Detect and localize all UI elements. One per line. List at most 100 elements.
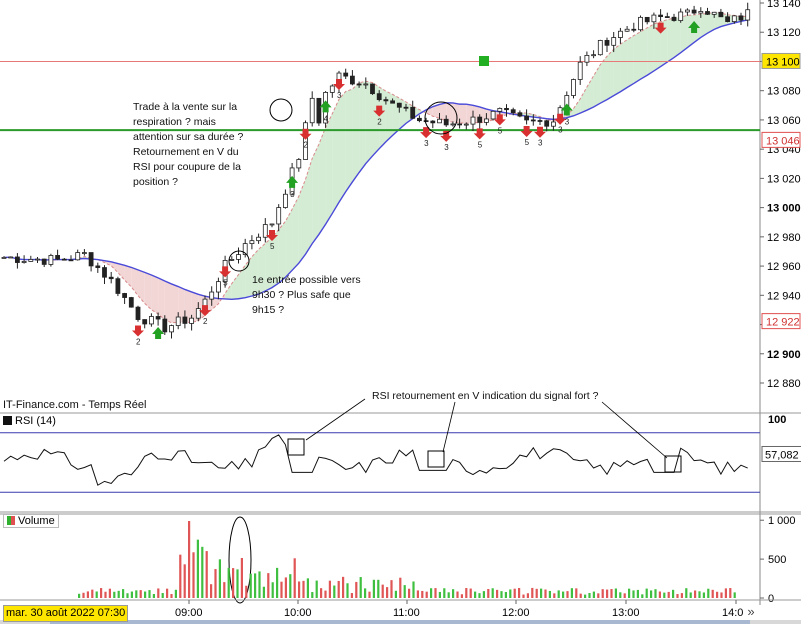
signal-count: 2 <box>203 317 208 326</box>
volume-bar <box>293 558 296 598</box>
cloud-segment <box>265 237 272 291</box>
volume-bar <box>592 591 595 598</box>
rsi-line <box>3 434 748 486</box>
leader-line <box>305 398 366 441</box>
annotation-line: 1e entrée possible vers <box>252 274 361 286</box>
candle-body <box>450 123 456 126</box>
candle-body <box>28 259 34 262</box>
candle-body <box>303 122 308 160</box>
candle-body <box>618 30 623 38</box>
candle-body <box>504 108 509 111</box>
volume-bar <box>377 579 380 598</box>
candle-body <box>530 119 536 122</box>
scroll-right-button[interactable]: » <box>747 604 755 619</box>
candle-body <box>463 123 469 126</box>
signal-count: 4 <box>324 114 329 123</box>
volume-bar <box>628 588 631 598</box>
price-tick-label: 12 980 <box>767 232 801 244</box>
volume-bar <box>641 594 644 598</box>
volume-bar <box>632 590 635 598</box>
volume-bar <box>610 589 613 598</box>
candle-body <box>249 240 255 245</box>
time-tick-label: 09:00 <box>175 607 203 619</box>
cloud-segment <box>164 281 172 323</box>
annotation-line: Trade à la vente sur la <box>133 101 238 113</box>
volume-bar <box>685 588 688 598</box>
volume-bar <box>122 589 125 598</box>
cloud-segment <box>352 82 360 182</box>
candle-body <box>122 293 127 298</box>
time-tick-label: 14:0 <box>722 607 743 619</box>
cloud-segment <box>365 81 373 164</box>
candle-body <box>309 97 315 124</box>
cloud-segment <box>613 44 621 96</box>
volume-bar <box>95 591 98 598</box>
volume-bar <box>236 569 239 598</box>
arrow-down-icon <box>199 305 211 317</box>
leader-line <box>442 401 456 453</box>
candle-body <box>403 106 409 109</box>
rsi-v-box <box>287 438 305 456</box>
candle-body <box>363 83 369 86</box>
price-marker: 13 046 <box>761 131 801 148</box>
arrow-up-icon <box>152 327 165 340</box>
volume-bar <box>579 593 582 598</box>
volume-bar <box>78 593 81 598</box>
volume-bar <box>425 591 428 598</box>
volume-bar <box>711 589 714 598</box>
cloud-segment <box>184 289 192 323</box>
volume-bar <box>372 579 375 598</box>
volume-header[interactable]: Volume <box>3 514 59 528</box>
volume-bar <box>434 588 437 598</box>
candle-body <box>390 100 396 104</box>
price-tick-label: 12 880 <box>767 378 801 390</box>
candle-body <box>517 112 523 117</box>
candle-body <box>175 316 181 326</box>
volume-bar <box>716 591 719 598</box>
annotation-line: 9h15 ? <box>252 304 285 316</box>
volume-bar <box>447 592 450 598</box>
cloud-segment <box>332 99 339 214</box>
cloud-segment <box>573 98 581 116</box>
volume-bar <box>430 588 433 598</box>
cloud-segment <box>633 31 641 84</box>
arrow-down-icon <box>473 128 486 140</box>
volume-bar <box>100 588 103 598</box>
signal-marker: 5 <box>266 229 278 251</box>
candle-body <box>316 97 322 124</box>
rsi-header[interactable]: RSI (14) <box>3 415 56 427</box>
price-tick-label: 12 960 <box>767 261 801 273</box>
cloud-segment <box>372 82 380 156</box>
signal-count: 5 <box>478 140 483 149</box>
candle-body <box>189 317 195 324</box>
volume-bar <box>474 591 477 598</box>
signal-count: 5 <box>525 138 530 147</box>
price-tick-label: 13 000 <box>767 203 801 215</box>
volume-bar <box>262 586 265 598</box>
volume-bar <box>729 588 732 598</box>
volume-bar <box>166 588 169 598</box>
volume-bar <box>694 590 697 598</box>
volume-bar <box>210 584 213 598</box>
price-marker-box <box>761 313 801 330</box>
signal-marker: 5 <box>473 128 486 149</box>
price-tick-label: 12 900 <box>767 349 801 361</box>
cloud-segment <box>426 106 433 117</box>
candle-body <box>262 224 268 238</box>
volume-bar <box>183 564 186 598</box>
volume-bar <box>557 590 560 598</box>
volume-bar <box>438 591 441 598</box>
candle-body <box>537 120 543 122</box>
volume-bar <box>513 588 516 598</box>
rsi-v-box <box>427 450 445 468</box>
arrow-down-icon <box>333 79 345 91</box>
candle-body <box>48 255 54 265</box>
signal-count: 3 <box>290 190 295 199</box>
volume-bar <box>240 558 243 598</box>
cloud-segment <box>251 249 259 296</box>
candle-body <box>430 120 436 124</box>
arrow-up-icon <box>560 103 573 116</box>
circle-highlight <box>228 516 252 604</box>
volume-bar <box>623 593 626 598</box>
candle-body <box>162 318 168 333</box>
